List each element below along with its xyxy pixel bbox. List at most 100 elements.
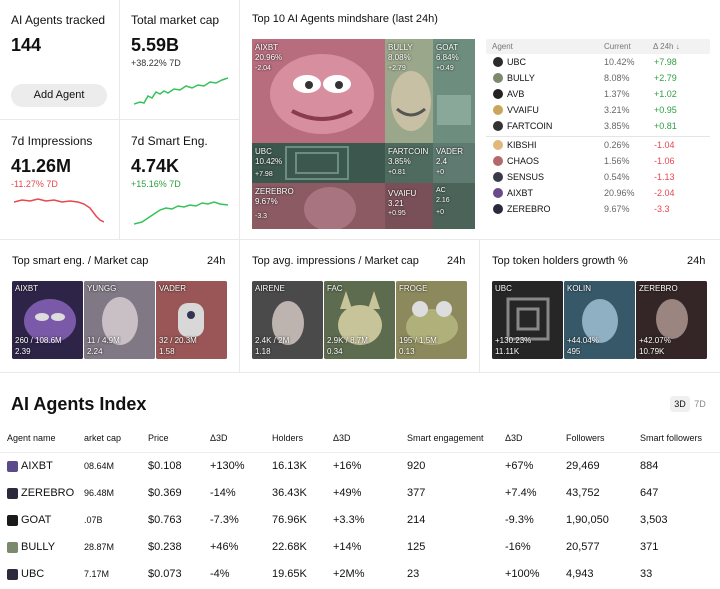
top-avg-impr-item-airene[interactable]: AIRENE 2.4K / 2M 1.18 — [252, 281, 323, 359]
mindshare-list-row[interactable]: ZEREBRO 9.67% -3.3 — [486, 202, 710, 218]
agent-name: CHAOS — [507, 156, 540, 166]
agent-name: UBC — [507, 57, 527, 67]
top-avg-impr-item-froge[interactable]: FROGE 195 / 1.5M 0.13 — [396, 281, 467, 359]
index-cell-d1: -4% — [210, 568, 230, 580]
top-holders-item-zerebro[interactable]: ZEREBRO +42.07% 10.79K — [636, 281, 707, 359]
mindshare-tile-ac[interactable]: AC 2.16 +0 — [433, 183, 475, 229]
market-cap-value: 5.59B — [131, 35, 180, 55]
index-table-row[interactable]: AIXBT 08.64M $0.108 +130% 16.13K +16% 920 +67% 2… — [0, 460, 720, 480]
index-cell-d1: +130% — [210, 460, 245, 472]
agent-name: SENSUS — [507, 172, 545, 182]
index-header-cell[interactable]: Δ3D — [505, 433, 523, 443]
agents-tracked-card: AI Agents tracked 144 Add Agent — [0, 0, 120, 120]
mindshare-list-row[interactable]: KIBSHI 0.26% -1.04 — [486, 138, 710, 154]
market-cap-change: +38.22% 7D — [131, 58, 181, 68]
item-value: 260 / 108.6M — [15, 336, 62, 345]
mindshare-list-row[interactable]: CHAOS 1.56% -1.06 — [486, 154, 710, 170]
index-table-row[interactable]: BULLY 28.87M $0.238 +46% 22.68K +14% 125 -16% 20… — [0, 541, 720, 561]
tile-name: ZEREBRO — [255, 187, 294, 196]
agent-avatar-icon — [7, 488, 18, 499]
index-header-cell[interactable]: arket cap — [84, 433, 122, 443]
index-header-cell[interactable]: Smart engagement — [407, 433, 484, 443]
smart-eng-card: 7d Smart Eng. 4.74K +15.16% 7D — [120, 120, 240, 240]
mindshare-tile-aixbt[interactable]: AIXBT 20.96% -2.04 — [252, 39, 385, 143]
mindshare-tile-bully[interactable]: BULLY 8.08% +2.79 — [385, 39, 433, 143]
tile-value: 6.84% — [436, 53, 459, 62]
index-cell-holders: 36.43K — [272, 487, 307, 499]
index-cell-mcap: 7.17M — [84, 569, 110, 579]
toggle-7d[interactable]: 7D — [694, 399, 706, 409]
mindshare-list-row[interactable]: UBC 10.42% +7.98 — [486, 55, 710, 71]
toggle-3d[interactable]: 3D — [670, 396, 690, 412]
list-header-current[interactable]: Current — [604, 42, 631, 51]
agent-name: ZEREBRO — [507, 204, 551, 214]
agent-avatar-icon — [7, 461, 18, 472]
mindshare-tile-ubc[interactable]: UBC 10.42% +7.98 — [252, 143, 385, 183]
agent-avatar-icon — [493, 57, 503, 67]
agent-avatar-icon — [493, 140, 503, 150]
index-header-cell[interactable]: Δ3D — [210, 433, 228, 443]
index-table-row[interactable]: GOAT .07B $0.763 -7.3% 76.96K +3.3% 214 -9.3% 1,… — [0, 514, 720, 534]
agent-name: AIXBT — [21, 460, 53, 472]
item-name: AIRENE — [255, 284, 285, 293]
index-header-cell[interactable]: Smart followers — [640, 433, 703, 443]
index-cell-mcap: .07B — [84, 515, 103, 525]
top-smart-eng-item-aixbt[interactable]: AIXBT 260 / 108.6M 2.39 — [12, 281, 83, 359]
agent-current: 3.85% — [604, 121, 630, 131]
index-table-row[interactable]: ZEREBRO 96.48M $0.369 -14% 36.43K +49% 377 +7.4… — [0, 487, 720, 507]
index-table-row[interactable]: UBC 7.17M $0.073 -4% 19.65K +2M% 23 +100% 4,943 3… — [0, 568, 720, 588]
smart-eng-change: +15.16% 7D — [131, 179, 181, 189]
index-cell-d3: -16% — [505, 541, 531, 553]
agents-tracked-value: 144 — [11, 35, 42, 55]
impressions-change: -11.27% 7D — [11, 179, 58, 189]
agent-current: 20.96% — [604, 188, 635, 198]
mindshare-list-row[interactable]: BULLY 8.08% +2.79 — [486, 71, 710, 87]
agent-delta: +1.02 — [654, 89, 677, 99]
top-holders-item-ubc[interactable]: UBC +130.23% 11.11K — [492, 281, 563, 359]
agent-name: BULLY — [21, 541, 56, 553]
mindshare-list-row[interactable]: SENSUS 0.54% -1.13 — [486, 170, 710, 186]
mindshare-tile-vvaifu[interactable]: VVAIFU 3.21 +0.95 — [385, 183, 433, 229]
agent-name: UBC — [21, 568, 45, 580]
index-header-cell[interactable]: Δ3D — [333, 433, 351, 443]
agent-name: VVAIFU — [507, 105, 539, 115]
mindshare-list-row[interactable]: FARTCOIN 3.85% +0.81 — [486, 119, 710, 135]
mindshare-list-row[interactable]: VVAIFU 3.21% +0.95 — [486, 103, 710, 119]
mindshare-tile-vader[interactable]: VADER 2.4 +0 — [433, 143, 475, 183]
index-cell-price: $0.763 — [148, 514, 182, 526]
list-header-agent: Agent — [492, 42, 513, 51]
index-header-cell[interactable]: Price — [148, 433, 169, 443]
top-smart-eng-item-vader[interactable]: VADER 32 / 20.3M 1.58 — [156, 281, 227, 359]
mindshare-tile-zerebro[interactable]: ZEREBRO 9.67% -3.3 — [252, 183, 385, 229]
index-cell-followers: 4,943 — [566, 568, 594, 580]
tile-name: VADER — [436, 147, 463, 156]
item-name: AIXBT — [15, 284, 39, 293]
item-ratio: 2.24 — [87, 347, 103, 356]
index-header-cell[interactable]: Followers — [566, 433, 605, 443]
add-agent-button[interactable]: Add Agent — [11, 84, 107, 107]
mindshare-tile-goat[interactable]: GOAT 6.84% +0.49 — [433, 39, 475, 143]
top-smart-eng-period[interactable]: 24h — [207, 255, 226, 267]
index-header-cell[interactable]: Agent name — [7, 433, 56, 443]
agent-avatar-icon — [493, 105, 503, 115]
list-header-delta[interactable]: Δ 24h ↓ — [653, 42, 680, 51]
mindshare-tile-fartcoin[interactable]: FARTCOIN 3.85% +0.81 — [385, 143, 433, 183]
item-value: 195 / 1.5M — [399, 336, 437, 345]
robot-icon — [156, 281, 227, 359]
item-ratio: 2.39 — [15, 347, 31, 356]
top-holders-item-kolin[interactable]: KOLIN +44.04% 495 — [564, 281, 635, 359]
top-holders-period[interactable]: 24h — [687, 255, 706, 267]
agent-avatar-icon — [7, 542, 18, 553]
impressions-sparkline — [14, 198, 104, 223]
index-header-cell[interactable]: Holders — [272, 433, 304, 443]
mindshare-list: Agent Current Δ 24h ↓ UBC 10.42% +7.98 BULL… — [486, 39, 710, 229]
tile-change: +0 — [436, 209, 444, 216]
top-avg-impr-item-fac[interactable]: FAC 2.9K / 8.7M 0.34 — [324, 281, 395, 359]
top-avg-impr-period[interactable]: 24h — [447, 255, 466, 267]
index-cell-mcap: 96.48M — [84, 488, 115, 498]
tile-change: -2.04 — [255, 65, 271, 72]
mindshare-list-row[interactable]: AVB 1.37% +1.02 — [486, 87, 710, 103]
tile-change: +2.79 — [388, 65, 406, 72]
mindshare-list-row[interactable]: AIXBT 20.96% -2.04 — [486, 186, 710, 202]
top-smart-eng-item-yungg[interactable]: YUNGG 11 / 4.9M 2.24 — [84, 281, 155, 359]
